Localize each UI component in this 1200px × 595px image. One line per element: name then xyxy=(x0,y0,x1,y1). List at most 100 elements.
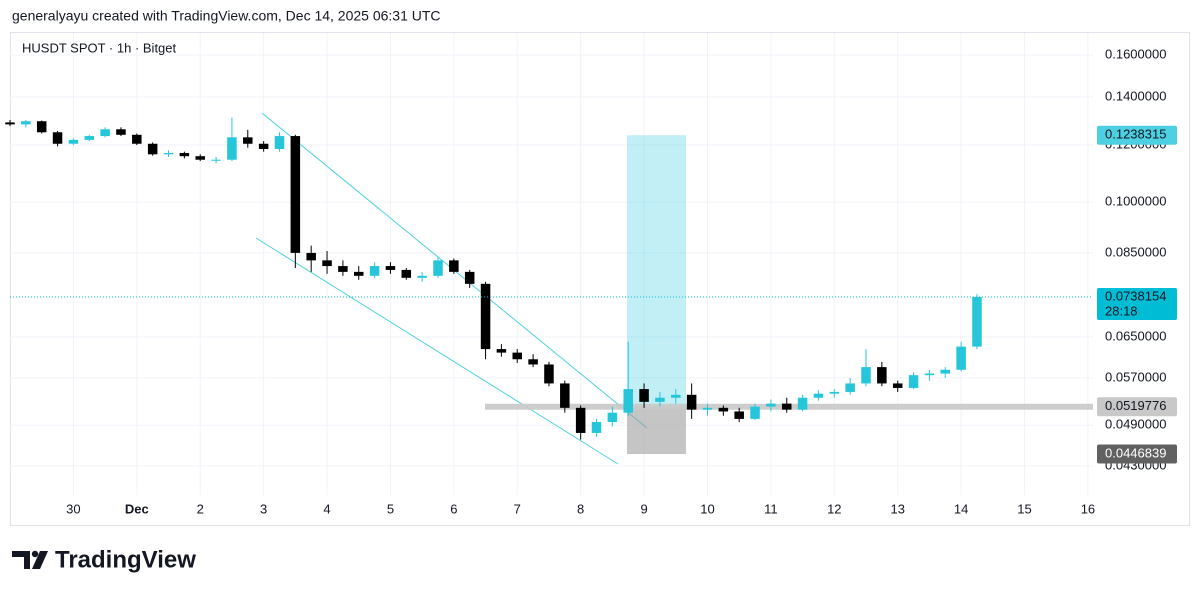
logo-icon-v xyxy=(32,551,48,569)
candle-body xyxy=(829,391,840,394)
candle-body xyxy=(5,122,15,125)
x-tick-label: 11 xyxy=(764,501,778,516)
candle-body xyxy=(560,383,570,408)
x-tick-label: 6 xyxy=(450,501,457,516)
logo-icon-dot xyxy=(31,550,39,558)
candle-body xyxy=(68,139,79,144)
stop-label: 0.0446839 xyxy=(1105,445,1166,460)
logo: TradingView xyxy=(12,546,196,573)
attribution: generalyayu created with TradingView.com… xyxy=(12,8,441,24)
candle-body xyxy=(449,260,459,272)
candle-body xyxy=(227,137,237,160)
candle-body xyxy=(163,152,174,155)
candle-body xyxy=(845,383,855,392)
candle-body xyxy=(607,412,618,423)
candle-body xyxy=(956,346,966,370)
candle-body xyxy=(433,260,443,276)
candle-body xyxy=(100,129,110,137)
x-tick-label: 8 xyxy=(577,501,584,516)
candle-body xyxy=(972,297,982,347)
entry-label-bg xyxy=(1097,397,1177,417)
candle-body xyxy=(528,359,538,365)
candle-body xyxy=(306,252,316,261)
y-tick-label: 0.0650000 xyxy=(1105,328,1166,343)
candle-body xyxy=(639,389,649,402)
candle-body xyxy=(496,349,507,353)
x-tick-label: 10 xyxy=(700,501,714,516)
candle-body xyxy=(480,283,491,350)
axes: 0.04300000.04900000.05700000.06500000.08… xyxy=(10,47,1177,516)
candle-body xyxy=(908,375,919,388)
target-label: 0.1238315 xyxy=(1105,127,1166,142)
candle-body xyxy=(401,269,412,278)
channel-lower xyxy=(255,237,619,465)
candle-body xyxy=(734,411,744,419)
x-tick-label: 16 xyxy=(1081,501,1095,516)
candle-body xyxy=(338,266,348,272)
candle-body xyxy=(195,156,205,160)
y-tick-label: 0.1600000 xyxy=(1105,47,1166,62)
y-tick-label: 0.0850000 xyxy=(1105,244,1166,259)
candle-body xyxy=(417,275,427,278)
candle-body xyxy=(718,407,729,412)
x-tick-label: 14 xyxy=(954,501,968,516)
candle-body xyxy=(686,394,697,410)
candle-body xyxy=(147,143,158,155)
y-tick-label: 0.0570000 xyxy=(1105,369,1166,384)
candle-body xyxy=(274,136,285,149)
entry-label: 0.0519776 xyxy=(1105,398,1166,413)
candle-body xyxy=(813,393,824,398)
candle-body xyxy=(116,129,126,135)
candle-body xyxy=(179,152,190,157)
candle-body xyxy=(940,369,951,374)
candles xyxy=(5,117,982,440)
x-tick-label: 3 xyxy=(260,501,267,516)
grid xyxy=(10,33,1093,495)
candle-body xyxy=(797,397,808,410)
candle-body xyxy=(892,383,903,388)
y-tick-label: 0.1000000 xyxy=(1105,194,1166,209)
candle-body xyxy=(512,352,523,360)
candle-body xyxy=(781,403,792,410)
x-tick-label: 9 xyxy=(640,501,647,516)
candle-body xyxy=(464,271,475,284)
target-zone xyxy=(627,135,686,407)
candle-body xyxy=(290,136,301,253)
chart-title: HUSDT SPOT · 1h · Bitget xyxy=(22,40,177,55)
candle-body xyxy=(369,266,380,276)
x-tick-label: 13 xyxy=(890,501,904,516)
candle-body xyxy=(750,406,760,419)
candle-body xyxy=(544,364,554,384)
candle-body xyxy=(21,121,31,125)
stop-zone xyxy=(627,406,686,455)
candle-body xyxy=(385,266,396,270)
x-tick-label: 15 xyxy=(1017,501,1031,516)
y-tick-label: 0.1400000 xyxy=(1105,88,1166,103)
candle-body xyxy=(766,403,776,407)
stop-label-bg xyxy=(1097,444,1177,464)
target-label-bg xyxy=(1097,125,1177,145)
candle-body xyxy=(132,134,142,144)
candle-body xyxy=(322,260,332,267)
candle-body xyxy=(877,367,887,384)
candle-body xyxy=(861,367,871,384)
candle-body xyxy=(655,397,665,402)
candle-body xyxy=(353,271,364,276)
x-tick-label: 5 xyxy=(387,501,394,516)
candle-body xyxy=(258,143,269,149)
x-tick-label: Dec xyxy=(125,501,149,516)
candle-body xyxy=(575,407,586,433)
candle-body xyxy=(702,407,713,410)
candle-body xyxy=(36,121,47,133)
candle-body xyxy=(243,137,253,144)
y-tick-label: 0.0490000 xyxy=(1105,417,1166,432)
x-tick-label: 30 xyxy=(66,501,80,516)
candle-body xyxy=(623,389,633,413)
candle-body xyxy=(52,132,63,144)
brand: TradingView xyxy=(55,546,196,573)
x-tick-label: 7 xyxy=(514,501,521,516)
x-tick-label: 2 xyxy=(197,501,204,516)
countdown: 28:18 xyxy=(1105,303,1138,318)
candle-body xyxy=(211,159,221,161)
